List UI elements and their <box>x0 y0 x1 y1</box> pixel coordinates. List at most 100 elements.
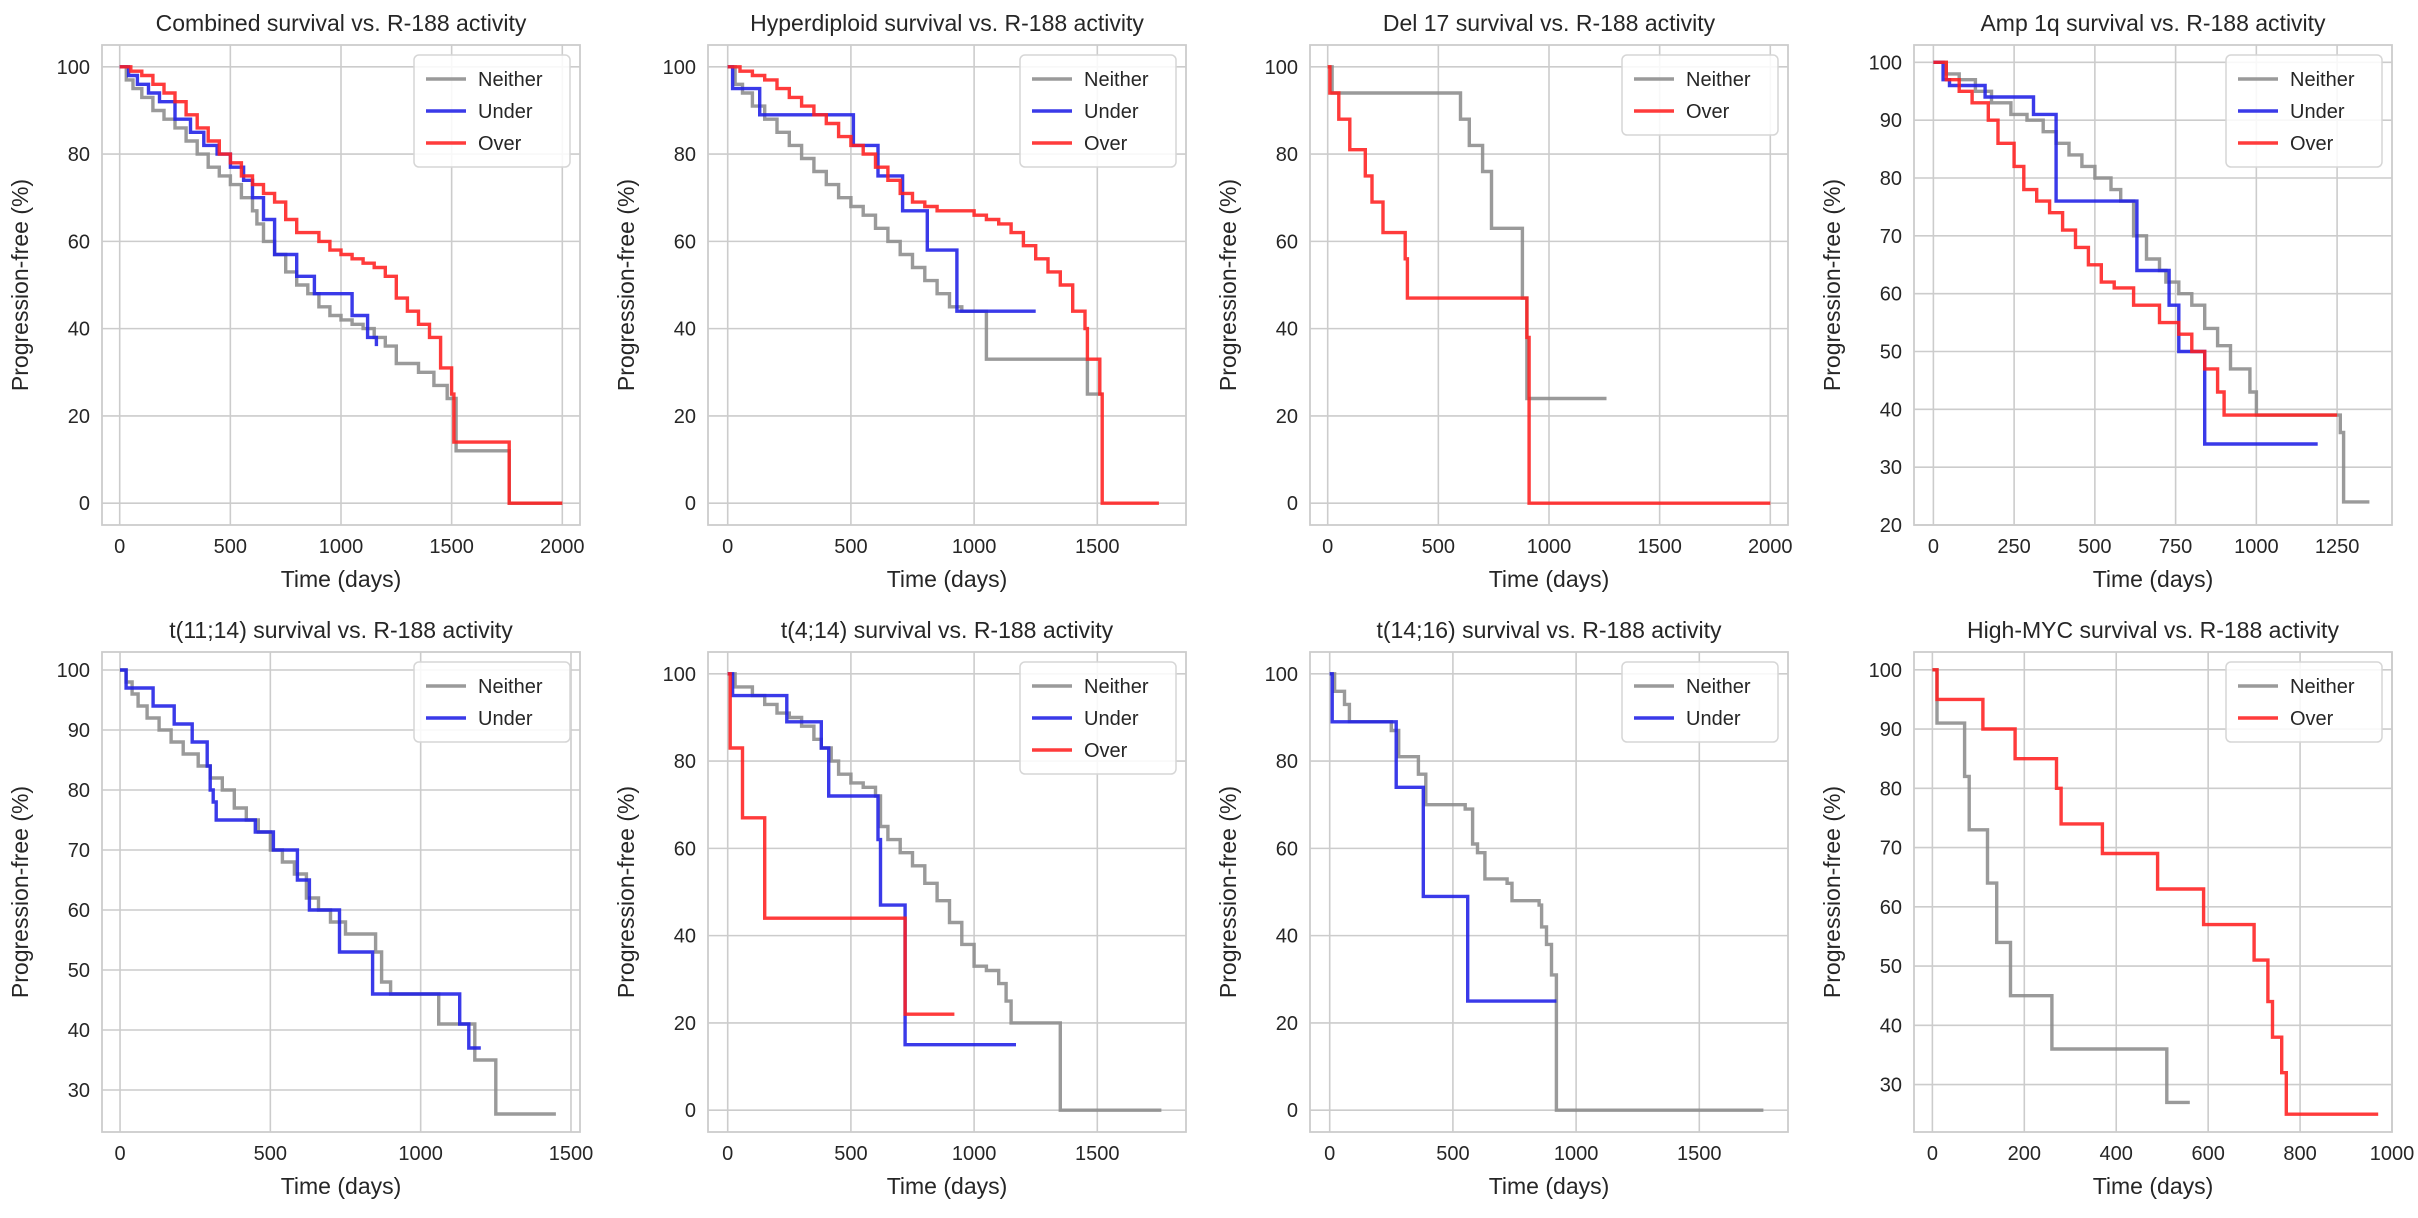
y-tick-label: 20 <box>1276 406 1298 428</box>
y-tick-label: 100 <box>1869 660 1902 682</box>
chart-panel-3: 0 500 1000 1500 2000 0 20 40 60 80 100 Del 17 survi… <box>1215 10 1793 592</box>
x-tick-label: 1500 <box>549 1143 594 1165</box>
legend: Neither Under <box>1621 661 1779 743</box>
legend-label: Over <box>1084 740 1128 762</box>
series-line-under <box>1329 672 1557 1003</box>
x-axis-label: Time (days) <box>281 1173 402 1199</box>
x-tick-label: 0 <box>1927 1143 1938 1165</box>
x-tick-label: 0 <box>114 1143 125 1165</box>
series-line-under <box>119 65 379 347</box>
x-axis-label: Time (days) <box>1489 566 1610 592</box>
legend-label: Under <box>2290 101 2345 123</box>
y-tick-label: 20 <box>68 406 90 428</box>
chart-title: Amp 1q survival vs. R-188 activity <box>1980 10 2326 36</box>
y-tick-label: 60 <box>1276 838 1298 860</box>
legend-label: Under <box>1084 101 1139 123</box>
y-tick-label: 80 <box>674 144 696 166</box>
plot-frame <box>101 44 581 526</box>
chart-title: t(11;14) survival vs. R-188 activity <box>169 617 513 643</box>
legend: Neither Under <box>413 661 571 743</box>
x-axis-label: Time (days) <box>2093 1173 2214 1199</box>
y-tick-label: 60 <box>1880 284 1902 306</box>
y-tick-label: 70 <box>1880 838 1902 860</box>
chart-title: t(4;14) survival vs. R-188 activity <box>781 617 1114 643</box>
x-tick-label: 500 <box>834 1143 867 1165</box>
series-line-neither <box>1932 668 2190 1105</box>
series-line-neither <box>1327 65 1607 401</box>
plot-frame <box>707 651 1187 1133</box>
x-tick-label: 2000 <box>1748 536 1793 558</box>
legend-label: Under <box>1686 708 1741 730</box>
y-tick-label: 70 <box>1880 226 1902 248</box>
legend-label: Under <box>478 708 533 730</box>
legend-box <box>1019 54 1177 168</box>
x-axis-label: Time (days) <box>1489 1173 1610 1199</box>
chart-title: High-MYC survival vs. R-188 activity <box>1967 617 2339 643</box>
legend-label: Under <box>1084 708 1139 730</box>
y-tick-label: 30 <box>68 1080 90 1102</box>
y-tick-label: 0 <box>79 493 90 515</box>
y-tick-label: 90 <box>1880 110 1902 132</box>
x-tick-label: 500 <box>2078 536 2111 558</box>
chart-title: Del 17 survival vs. R-188 activity <box>1383 10 1716 36</box>
y-tick-label: 20 <box>674 1013 696 1035</box>
y-tick-label: 80 <box>1276 144 1298 166</box>
y-tick-label: 80 <box>1880 778 1902 800</box>
x-tick-label: 800 <box>2283 1143 2316 1165</box>
y-tick-label: 50 <box>1880 956 1902 978</box>
x-tick-label: 1000 <box>398 1143 443 1165</box>
chart-panel-1: 0 500 1000 1500 2000 0 20 40 60 80 100 Combined sur… <box>7 10 585 592</box>
x-tick-label: 1000 <box>1554 1143 1599 1165</box>
y-tick-label: 90 <box>68 720 90 742</box>
legend-label: Neither <box>1686 69 1751 91</box>
y-tick-label: 40 <box>1276 319 1298 341</box>
series-line-neither <box>727 672 1162 1112</box>
y-tick-label: 40 <box>1880 399 1902 421</box>
y-tick-label: 60 <box>1276 231 1298 253</box>
legend: Neither Under Over <box>1019 54 1177 168</box>
legend-box <box>413 661 571 743</box>
chart-panel-2: 0 500 1000 1500 0 20 40 60 80 100 Hyperdiploid sur… <box>613 10 1187 592</box>
y-axis-label: Progression-free (%) <box>613 179 639 391</box>
y-tick-label: 70 <box>68 840 90 862</box>
x-axis-label: Time (days) <box>887 1173 1008 1199</box>
y-tick-label: 100 <box>663 664 696 686</box>
legend-box <box>1621 54 1779 136</box>
chart-title: t(14;16) survival vs. R-188 activity <box>1376 617 1722 643</box>
series-line-under <box>727 65 1036 313</box>
y-tick-label: 80 <box>1276 751 1298 773</box>
legend-label: Neither <box>2290 69 2355 91</box>
y-axis-label: Progression-free (%) <box>1215 179 1241 391</box>
series-line-over <box>119 65 563 505</box>
x-tick-label: 0 <box>1322 536 1333 558</box>
legend-label: Over <box>1084 133 1128 155</box>
x-tick-label: 1000 <box>2234 536 2279 558</box>
legend-label: Over <box>1686 101 1730 123</box>
y-tick-label: 60 <box>674 231 696 253</box>
y-tick-label: 40 <box>674 319 696 341</box>
y-tick-label: 40 <box>1880 1015 1902 1037</box>
legend-label: Neither <box>1084 676 1149 698</box>
x-tick-label: 1000 <box>1527 536 1572 558</box>
legend: Neither Under Over <box>413 54 571 168</box>
y-tick-label: 50 <box>68 960 90 982</box>
x-tick-label: 0 <box>722 1143 733 1165</box>
series-line-under <box>727 672 1016 1047</box>
y-tick-label: 60 <box>674 838 696 860</box>
y-tick-label: 80 <box>1880 168 1902 190</box>
x-axis-label: Time (days) <box>2093 566 2214 592</box>
legend: Neither Under Over <box>1019 661 1177 775</box>
series-line-over <box>1933 60 2338 417</box>
legend-box <box>1621 661 1779 743</box>
y-axis-label: Progression-free (%) <box>1819 179 1845 391</box>
y-tick-label: 50 <box>1880 342 1902 364</box>
legend-label: Neither <box>1084 69 1149 91</box>
y-tick-label: 20 <box>674 406 696 428</box>
x-tick-label: 1500 <box>1075 536 1120 558</box>
x-tick-label: 600 <box>2191 1143 2224 1165</box>
legend-box <box>2225 54 2383 168</box>
series-line-over <box>727 65 1159 505</box>
x-tick-label: 1500 <box>1677 1143 1722 1165</box>
y-tick-label: 20 <box>1880 515 1902 537</box>
